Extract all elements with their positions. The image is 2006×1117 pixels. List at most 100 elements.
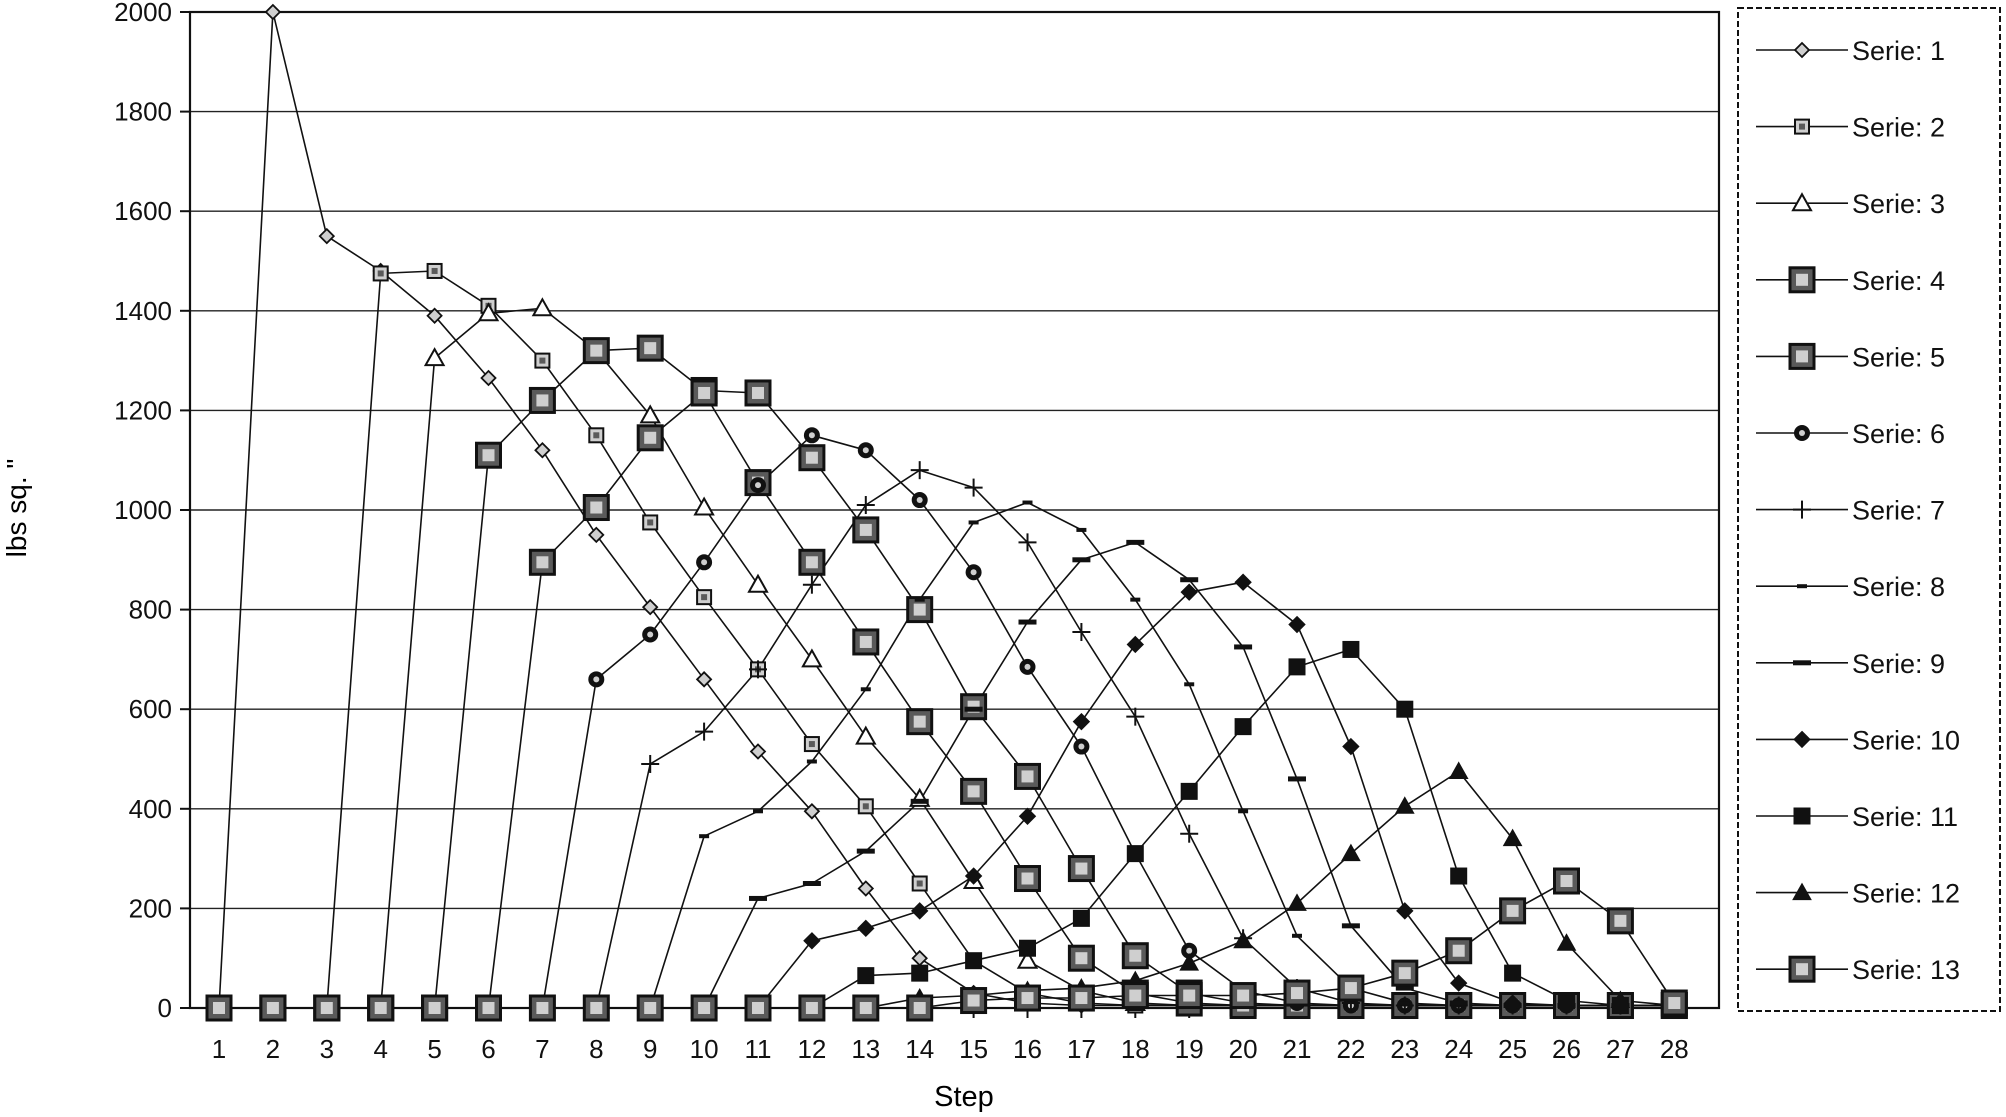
series-13-point [369,996,393,1020]
series-7-point [1126,708,1144,726]
x-tick-label: 2 [266,1034,280,1064]
series-11-point [1289,659,1305,675]
y-tick-label: 1600 [114,196,172,226]
series-13-point [1662,991,1686,1015]
series-13-point [477,996,501,1020]
series-10-point [1397,903,1413,919]
series-11-point [1397,701,1413,717]
x-tick-label: 5 [427,1034,441,1064]
series-11-point [1451,868,1467,884]
series-2-point [913,877,927,891]
series-8-point [807,759,817,763]
legend-label: Serie: 11 [1852,802,1958,832]
series-12-point [1234,932,1252,948]
series-13-point [1393,961,1417,985]
series-6-point [750,477,766,493]
series-1-point [266,5,280,19]
axes [180,12,1719,1018]
y-tick-labels: 0200400600800100012001400160018002000 [114,0,172,1023]
x-tick-label: 12 [797,1034,826,1064]
series-9-point [1288,776,1306,781]
series-13-point [1447,939,1471,963]
y-tick-label: 600 [129,694,172,724]
series-13-point [1339,976,1363,1000]
series-8-point [1076,528,1086,532]
series-11-point [1020,940,1036,956]
series-13-point [1123,984,1147,1008]
series-3-point [749,576,767,592]
x-tick-label: 22 [1336,1034,1365,1064]
y-tick-label: 1400 [114,296,172,326]
legend-label: Serie: 13 [1852,955,1960,985]
x-tick-label: 27 [1606,1034,1635,1064]
x-tick-label: 14 [905,1034,934,1064]
series-6-point [966,564,982,580]
series-5-point [800,550,824,574]
legend-marker [1794,425,1810,441]
series-8-point [861,687,871,691]
series-11-point [1559,993,1575,1009]
y-tick-label: 1200 [114,395,172,425]
series-1-point [589,528,603,542]
legend-label: Serie: 2 [1852,113,1945,143]
series-8-point [699,834,709,838]
series-5-point [584,496,608,520]
series-11-point [1073,910,1089,926]
series-2-point [643,515,657,529]
series-2-point [805,737,819,751]
series-4-point [530,388,554,412]
x-tick-label: 20 [1229,1034,1258,1064]
series-13-point [692,996,716,1020]
series-10-point [1289,617,1305,633]
legend-label: Serie: 8 [1852,572,1945,602]
legend-label: Serie: 6 [1852,419,1945,449]
series-6-point [642,627,658,643]
series-12-point [1450,762,1468,778]
series-4-point [1069,857,1093,881]
series-line-2 [219,271,1674,1008]
series-4-point [638,336,662,360]
series-5-point [1016,867,1040,891]
series-13-point [1608,909,1632,933]
series-8-point [1023,501,1033,505]
series-10-point [1451,975,1467,991]
series-13-point [207,996,231,1020]
series-1-point [859,881,873,895]
series-5-point [908,710,932,734]
x-tick-labels: 1234567891011121314151617181920212223242… [212,1034,1689,1064]
legend: Serie: 1Serie: 2Serie: 3Serie: 4Serie: 5… [1738,8,2000,1011]
x-tick-label: 17 [1067,1034,1096,1064]
series-6-point [588,671,604,687]
series-10-point [1073,714,1089,730]
series-7-point [641,755,659,773]
series-11-point [1181,783,1197,799]
series-9-point [803,881,821,886]
series-10-point [1235,574,1251,590]
series-11-point [1343,641,1359,657]
x-tick-label: 6 [481,1034,495,1064]
series-13-point [315,996,339,1020]
series-9-point [965,707,983,712]
x-tick-label: 11 [745,1034,772,1064]
x-tick-label: 21 [1283,1034,1312,1064]
series-2-point [589,428,603,442]
series-9-point [1126,540,1144,545]
series-4-point [477,443,501,467]
series-13-point [1016,986,1040,1010]
legend-marker [1793,660,1811,665]
y-tick-label: 1800 [114,97,172,127]
series-3-point [857,728,875,744]
series-1-point [697,672,711,686]
legend-label: Serie: 5 [1852,342,1945,372]
series-13-point [1501,899,1525,923]
legend-label: Serie: 3 [1852,189,1945,219]
series-2-point [535,354,549,368]
legend-label: Serie: 12 [1852,879,1960,909]
x-tick-label: 8 [589,1034,603,1064]
series-7-point [1072,623,1090,641]
series-4-point [1123,944,1147,968]
series-6-point [1073,739,1089,755]
series-2-point [697,590,711,604]
series-11-point [1127,846,1143,862]
gridlines [190,12,1719,908]
